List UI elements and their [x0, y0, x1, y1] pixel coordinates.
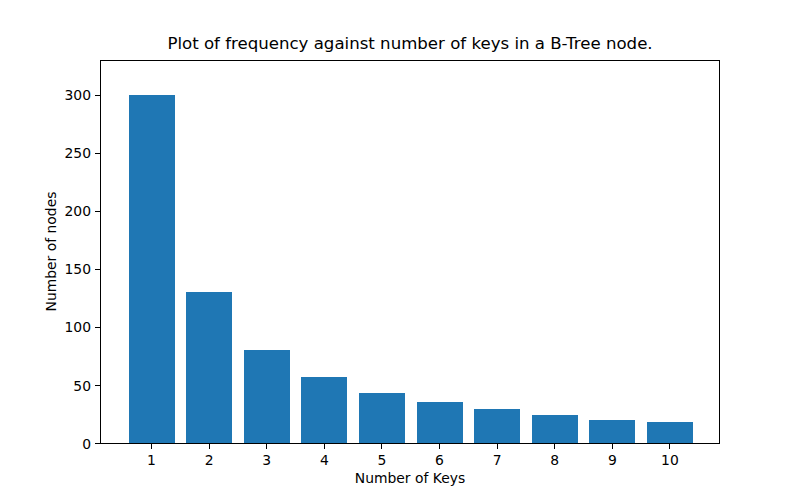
y-tick [95, 269, 100, 270]
x-tick-label: 10 [645, 451, 695, 469]
y-tick [95, 211, 100, 212]
x-tick-label: 5 [357, 451, 407, 469]
chart-title: Plot of frequency against number of keys… [100, 34, 720, 54]
x-tick-label: 1 [127, 451, 177, 469]
x-tick-label: 4 [299, 451, 349, 469]
y-tick-label: 0 [41, 435, 91, 453]
x-tick-label: 6 [415, 451, 465, 469]
x-tick [497, 444, 498, 449]
x-tick-label: 2 [184, 451, 234, 469]
y-tick-label: 100 [41, 318, 91, 336]
bar-chart-figure: Plot of frequency against number of keys… [0, 0, 800, 500]
x-tick [612, 444, 613, 449]
x-tick-label: 3 [242, 451, 292, 469]
x-axis-title: Number of Keys [100, 470, 720, 487]
y-tick [95, 95, 100, 96]
x-tick-label: 9 [587, 451, 637, 469]
x-tick-label: 8 [530, 451, 580, 469]
x-tick [381, 444, 382, 449]
x-tick [151, 444, 152, 449]
y-tick [95, 443, 100, 444]
y-tick-label: 250 [41, 144, 91, 162]
y-tick [95, 327, 100, 328]
x-tick [669, 444, 670, 449]
y-tick [95, 153, 100, 154]
y-tick-label: 150 [41, 260, 91, 278]
plot-area [100, 60, 720, 444]
x-tick [266, 444, 267, 449]
y-tick [95, 385, 100, 386]
y-tick-label: 200 [41, 202, 91, 220]
y-tick-label: 300 [41, 86, 91, 104]
x-tick [324, 444, 325, 449]
x-tick-label: 7 [472, 451, 522, 469]
x-tick [554, 444, 555, 449]
x-tick [209, 444, 210, 449]
x-tick [439, 444, 440, 449]
y-tick-label: 50 [41, 377, 91, 395]
